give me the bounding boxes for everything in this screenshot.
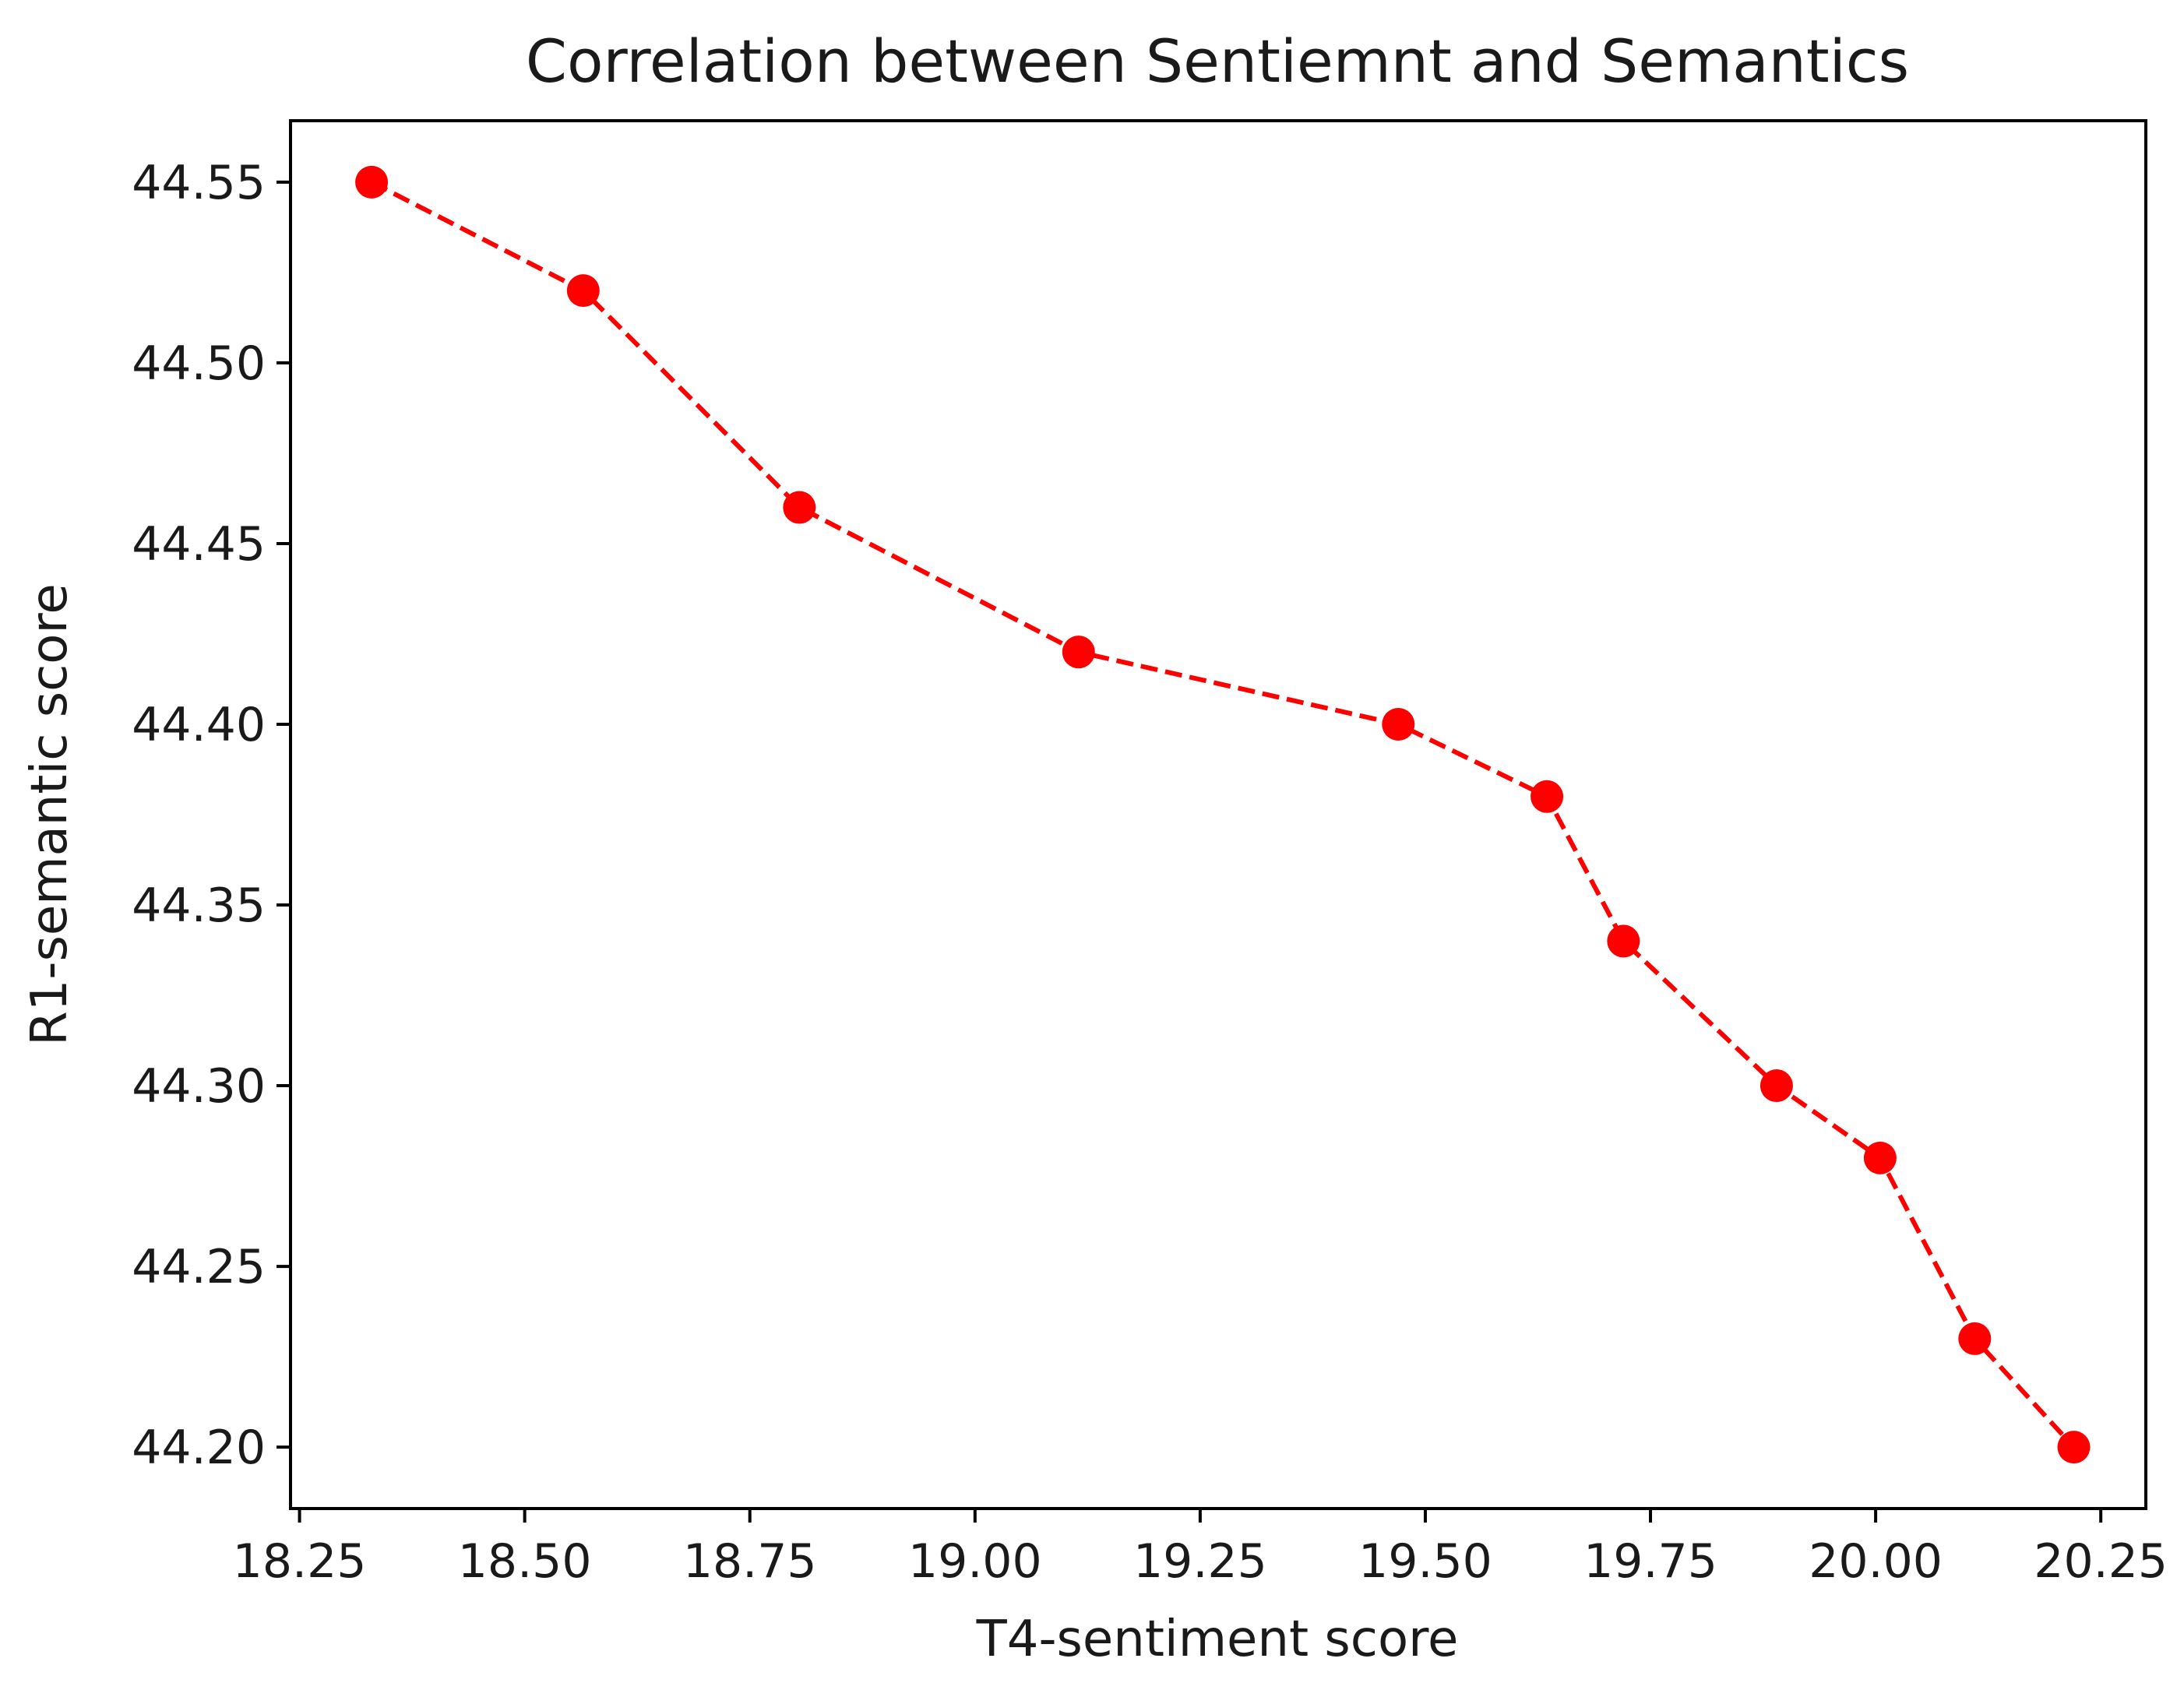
plot-area <box>355 165 2091 1464</box>
data-point <box>566 274 600 308</box>
y-tick-label: 44.50 <box>132 336 266 391</box>
x-tick-label: 18.25 <box>233 1534 367 1589</box>
x-tick-label: 19.50 <box>1358 1534 1492 1589</box>
chart-title: Correlation between Sentiemnt and Semant… <box>526 26 1909 96</box>
data-point <box>1958 1322 1992 1355</box>
y-tick-label: 44.35 <box>132 878 266 933</box>
data-point <box>783 491 816 524</box>
x-axis-ticks: 18.25 18.50 18.75 19.00 19.25 19.50 19.75 20.00… <box>233 1509 2168 1589</box>
y-axis-ticks: 44.55 44.50 44.45 44.40 44.35 44.30 44.25 44.20 <box>132 156 291 1475</box>
x-tick-label: 18.75 <box>683 1534 817 1589</box>
data-point <box>1863 1141 1897 1174</box>
y-axis-label: R1-semantic score <box>21 583 79 1046</box>
y-tick-label: 44.20 <box>132 1421 266 1475</box>
x-tick-label: 20.25 <box>2034 1534 2168 1589</box>
plot-frame <box>289 119 2147 1510</box>
data-point <box>355 165 389 199</box>
y-tick-label: 44.30 <box>132 1059 266 1114</box>
data-point <box>2057 1431 2091 1464</box>
x-tick-label: 18.50 <box>458 1534 592 1589</box>
y-tick-label: 44.40 <box>132 698 266 752</box>
data-point <box>1607 924 1640 958</box>
data-point <box>1382 707 1415 741</box>
y-tick-label: 44.25 <box>132 1240 266 1294</box>
series-points <box>355 165 2091 1464</box>
x-tick-label: 19.25 <box>1133 1534 1267 1589</box>
x-tick-label: 20.00 <box>1809 1534 1943 1589</box>
x-axis-label: T4-sentiment score <box>976 1611 1459 1668</box>
y-tick-label: 44.45 <box>132 517 266 572</box>
data-point <box>1062 636 1095 669</box>
x-tick-label: 19.00 <box>908 1534 1042 1589</box>
y-tick-label: 44.55 <box>132 156 266 210</box>
x-tick-label: 19.75 <box>1583 1534 1717 1589</box>
data-point <box>1760 1069 1793 1103</box>
data-point <box>1531 780 1564 813</box>
